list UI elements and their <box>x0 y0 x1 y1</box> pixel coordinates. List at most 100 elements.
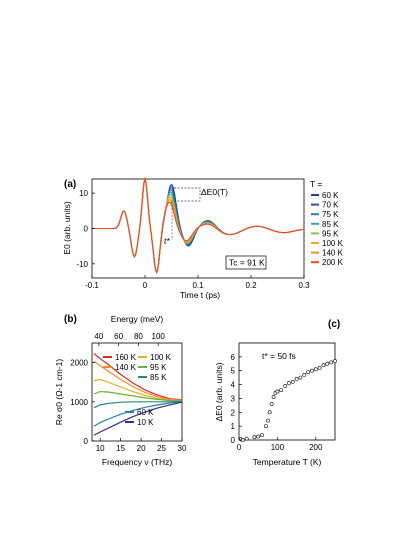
data-point <box>260 433 264 438</box>
panel-a-ylabel: E0 (arb. units) <box>62 201 72 255</box>
data-point <box>286 381 291 386</box>
panel-a-ticks: -0.1 0 0.1 0.2 0.3 10 0 -10 <box>76 189 310 290</box>
x-tick-label: 20 <box>137 444 146 453</box>
data-point <box>283 384 288 388</box>
data-point <box>244 436 249 441</box>
y-tick-label: 10 <box>79 189 88 198</box>
data-point <box>275 389 280 394</box>
panel-b-plot-frame <box>91 342 183 442</box>
y-tick-label: 2 <box>231 408 236 417</box>
legend-entry: 95 K <box>150 363 167 372</box>
series-line-95K <box>92 177 305 274</box>
data-point <box>290 379 295 384</box>
series-line-100K <box>92 177 305 274</box>
panel-c-ticks: 0 100 200 0 1 2 3 4 5 6 <box>231 353 323 452</box>
x-tick-label: 10 <box>96 444 105 453</box>
series-line-140K <box>92 177 305 274</box>
panel-c-points <box>238 359 337 442</box>
panel-a: (a) ΔE0(T) t* Tc = 91 K Time t (ps) E0 (… <box>62 177 344 300</box>
panel-b-curves <box>93 353 183 436</box>
y-tick-label: 4 <box>231 381 236 390</box>
legend-entry: 100 K <box>322 239 344 248</box>
y-tick-label: -10 <box>76 260 88 269</box>
y-tick-label: 1 <box>231 422 236 431</box>
series-line-60K <box>93 401 183 427</box>
top-x-tick-label: 40 <box>94 332 103 341</box>
panel-b: (b) Energy (meV) 10 15 20 25 30 40 60 80 100 2000… <box>54 314 187 467</box>
data-point <box>267 410 272 415</box>
data-point <box>302 372 307 377</box>
data-point <box>333 359 337 363</box>
series-line-160K <box>93 353 183 401</box>
legend-entry: 60 K <box>137 408 154 417</box>
legend-entry: 200 K <box>322 258 344 267</box>
data-point <box>279 388 284 393</box>
tc-box <box>225 255 267 270</box>
panel-c-ylabel: ΔE0 (arb. units) <box>214 362 224 421</box>
panel-b-top-xlabel: Energy (meV) <box>111 314 164 324</box>
y-tick-label: 2000 <box>70 359 88 368</box>
legend-entry: 140 K <box>322 249 344 258</box>
annotation-t-star: t* <box>164 236 170 246</box>
x-tick-label: 0 <box>143 281 148 290</box>
series-line-60K <box>92 177 305 275</box>
y-tick-label: 0 <box>231 436 236 445</box>
x-tick-label: 100 <box>271 443 285 452</box>
x-tick-label: 0.1 <box>192 281 204 290</box>
y-tick-label: 6 <box>231 353 236 362</box>
legend-entry: 75 K <box>322 210 339 219</box>
data-point <box>310 368 314 373</box>
y-tick-label: 5 <box>231 367 236 376</box>
data-point <box>265 418 270 423</box>
panel-b-ylabel: Re σ0 (Ω-1 cm-1) <box>54 359 64 426</box>
series-line-95K <box>93 391 183 402</box>
panel-a-curves <box>92 177 305 275</box>
series-line-100K <box>93 378 183 402</box>
annotation-delta-e0: ΔE0(T) <box>201 187 228 197</box>
legend-entry: 70 K <box>322 201 339 210</box>
panel-a-xlabel: Time t (ps) <box>180 290 220 300</box>
legend-entry: 85 K <box>150 373 167 382</box>
series-line-10K <box>93 401 183 436</box>
panel-a-label: (a) <box>64 179 76 190</box>
legend-entry: 60 K <box>322 191 339 200</box>
data-point <box>294 377 299 381</box>
panel-b-xlabel: Frequency ν (THz) <box>102 457 173 467</box>
x-tick-label: -0.1 <box>85 281 99 290</box>
x-tick-label: 15 <box>116 444 125 453</box>
data-point <box>269 402 274 406</box>
top-x-tick-label: 80 <box>134 332 143 341</box>
data-point <box>313 367 318 372</box>
x-tick-label: 25 <box>157 444 166 453</box>
series-line-200K <box>92 177 305 274</box>
data-point <box>263 424 268 429</box>
series-line-85K <box>92 177 305 274</box>
data-point <box>252 435 257 440</box>
y-tick-label: 0 <box>84 437 89 446</box>
data-point <box>256 434 261 439</box>
series-line-140K <box>93 360 183 401</box>
panel-c-annotation: t* = 50 fs <box>262 351 296 361</box>
data-point <box>317 365 322 370</box>
y-tick-label: 1000 <box>70 398 88 407</box>
series-line-70K <box>92 177 305 275</box>
top-x-tick-label: 100 <box>152 332 166 341</box>
delta-box <box>173 187 201 202</box>
annotation-tc: Tc = 91 K <box>229 258 265 268</box>
x-tick-label: 0 <box>237 443 242 452</box>
y-tick-label: 3 <box>231 394 236 403</box>
data-point <box>298 375 303 380</box>
legend-entry: 10 K <box>137 418 154 427</box>
x-tick-label: 200 <box>309 443 323 452</box>
panel-c-label: (c) <box>328 319 340 330</box>
legend-entry: 160 K <box>115 353 137 362</box>
legend-entry: 85 K <box>322 220 339 229</box>
panel-c-xlabel: Temperature T (K) <box>253 457 322 467</box>
x-tick-label: 30 <box>178 444 187 453</box>
data-point <box>306 370 311 375</box>
data-point <box>321 363 326 368</box>
series-line-85K <box>93 400 183 409</box>
